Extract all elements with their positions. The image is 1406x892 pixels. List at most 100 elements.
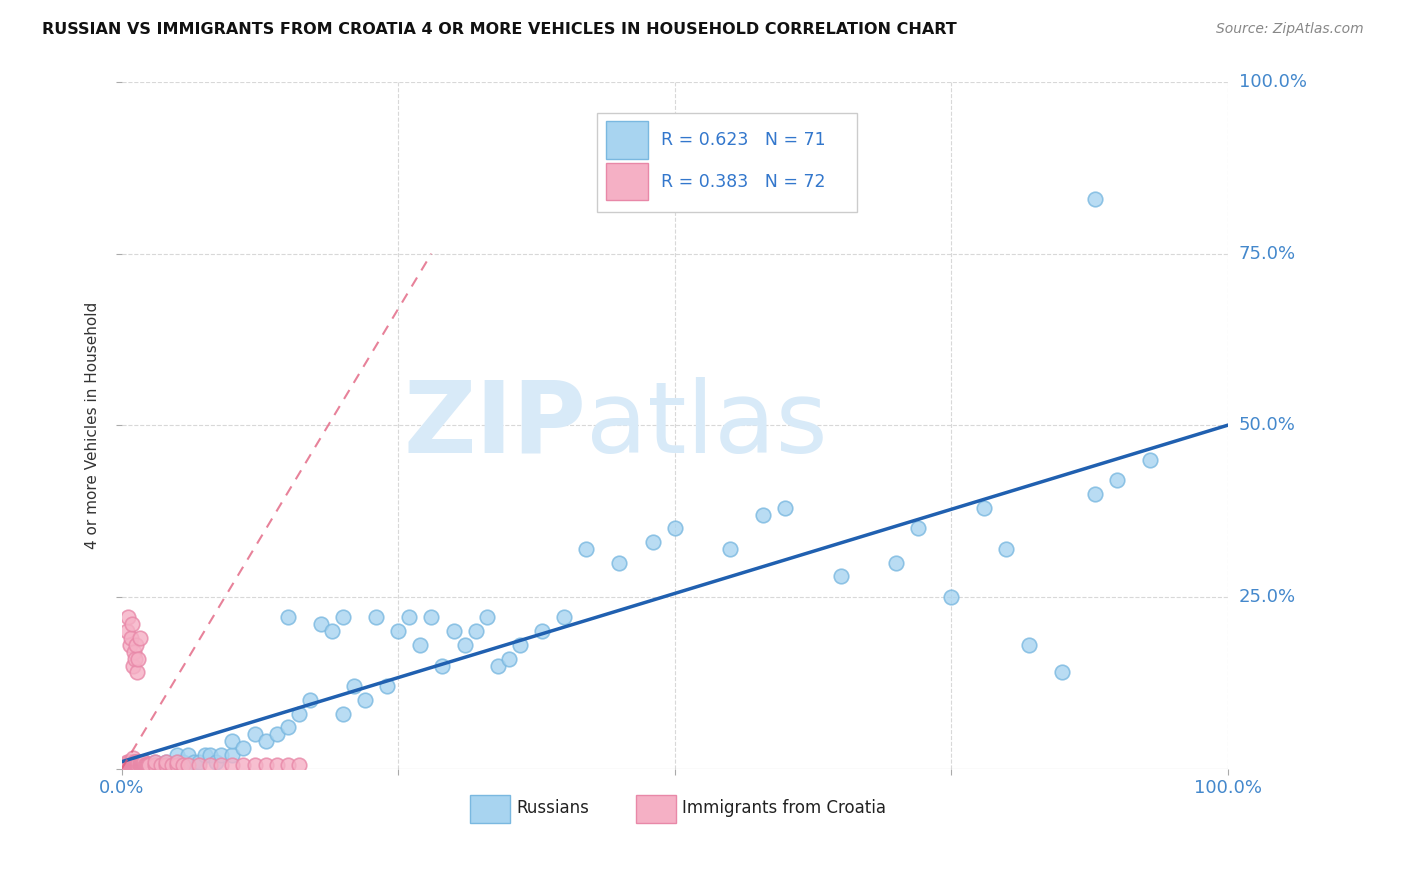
Point [1084, 192, 1107, 206]
Point [907, 521, 929, 535]
Point [475, 610, 498, 624]
Point [232, 758, 254, 772]
Point [200, 747, 222, 762]
Text: Immigrants from Croatia: Immigrants from Croatia [682, 799, 886, 817]
Point [366, 610, 388, 624]
Point [221, 734, 243, 748]
Point [1139, 452, 1161, 467]
Point [132, 758, 155, 772]
Point [117, 758, 139, 772]
Point [209, 747, 232, 762]
Point [194, 747, 217, 762]
Point [127, 758, 149, 772]
Point [1105, 473, 1128, 487]
Point [138, 758, 160, 772]
Point [118, 758, 141, 772]
Point [160, 758, 183, 772]
Point [122, 758, 145, 772]
Point [188, 755, 211, 769]
Point [127, 758, 149, 772]
Point [115, 759, 138, 773]
Point [884, 556, 907, 570]
Point [641, 535, 664, 549]
Point [121, 758, 143, 772]
Point [995, 541, 1018, 556]
Point [125, 758, 148, 772]
Point [420, 610, 443, 624]
Point [122, 658, 145, 673]
FancyBboxPatch shape [598, 113, 858, 212]
Point [575, 541, 598, 556]
Point [486, 658, 509, 673]
Point [155, 758, 177, 772]
Point [136, 758, 159, 772]
Point [553, 610, 575, 624]
Point [188, 758, 211, 772]
Point [354, 693, 377, 707]
Text: Source: ZipAtlas.com: Source: ZipAtlas.com [1216, 22, 1364, 37]
Point [122, 755, 145, 769]
Point [254, 734, 277, 748]
Point [143, 758, 166, 772]
Point [232, 740, 254, 755]
Point [177, 747, 200, 762]
Point [243, 727, 266, 741]
Point [117, 755, 139, 769]
Point [155, 758, 177, 772]
Text: Russians: Russians [516, 799, 589, 817]
Point [122, 755, 145, 769]
Point [124, 651, 146, 665]
Point [143, 758, 166, 772]
Point [266, 727, 288, 741]
Point [120, 755, 142, 769]
Point [118, 638, 141, 652]
FancyBboxPatch shape [636, 795, 676, 823]
Point [131, 755, 153, 769]
Point [209, 758, 232, 772]
Point [114, 758, 136, 772]
Point [221, 747, 243, 762]
Point [131, 758, 153, 772]
Point [498, 651, 520, 665]
Text: atlas: atlas [586, 376, 828, 474]
Point [773, 500, 796, 515]
Point [309, 617, 332, 632]
Point [287, 706, 309, 721]
Point [752, 508, 775, 522]
Text: R = 0.623   N = 71: R = 0.623 N = 71 [661, 131, 827, 149]
Point [277, 720, 299, 734]
Point [287, 758, 309, 772]
Point [127, 665, 149, 680]
Point [149, 758, 172, 772]
Point [830, 569, 852, 583]
Point [117, 755, 139, 769]
Text: RUSSIAN VS IMMIGRANTS FROM CROATIA 4 OR MORE VEHICLES IN HOUSEHOLD CORRELATION C: RUSSIAN VS IMMIGRANTS FROM CROATIA 4 OR … [42, 22, 957, 37]
Point [138, 758, 160, 772]
Point [277, 610, 299, 624]
Point [1050, 665, 1073, 680]
Point [387, 624, 409, 639]
Point [134, 758, 156, 772]
Point [117, 610, 139, 624]
Point [204, 755, 226, 769]
Point [200, 758, 222, 772]
Point [172, 758, 194, 772]
Text: R = 0.383   N = 72: R = 0.383 N = 72 [661, 172, 825, 191]
Point [127, 755, 149, 769]
Point [132, 755, 155, 769]
Point [120, 631, 142, 645]
Point [398, 610, 420, 624]
Point [177, 758, 200, 772]
Point [664, 521, 686, 535]
Point [530, 624, 553, 639]
Point [132, 758, 155, 772]
Text: 100.0%: 100.0% [1239, 73, 1306, 91]
Point [183, 755, 205, 769]
Point [149, 758, 172, 772]
Point [375, 679, 398, 693]
Point [609, 556, 631, 570]
Point [129, 758, 152, 772]
Point [277, 758, 299, 772]
Point [343, 679, 366, 693]
Point [443, 624, 465, 639]
